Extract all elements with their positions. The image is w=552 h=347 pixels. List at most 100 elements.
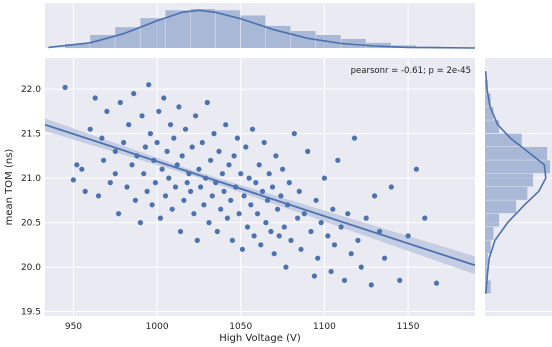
right-marginal-histogram: [485, 80, 550, 294]
scatter-point: [162, 193, 169, 199]
scatter-point: [331, 242, 338, 248]
scatter-point: [238, 171, 244, 177]
right-histogram-bar: [485, 160, 550, 174]
scatter-point: [189, 144, 195, 150]
scatter-point: [286, 180, 292, 186]
scatter-point: [134, 153, 140, 159]
scatter-point: [171, 135, 177, 141]
scatter-point: [216, 148, 222, 154]
scatter-point: [176, 104, 182, 110]
scatter-point: [116, 211, 122, 217]
scatter-point: [256, 162, 262, 168]
scatter-point: [341, 277, 348, 283]
scatter-point: [315, 255, 321, 261]
y-tick-label: 20.5: [21, 219, 41, 229]
regression-confidence-band: [45, 118, 475, 275]
scatter-point: [219, 171, 225, 177]
x-tick-label: 950: [65, 322, 82, 332]
scatter-point: [228, 197, 234, 203]
scatter-point: [239, 246, 245, 252]
scatter-point: [208, 157, 214, 163]
scatter-point: [172, 184, 179, 190]
scatter-point: [206, 220, 212, 226]
scatter-point: [137, 220, 143, 226]
top-histogram-bar: [115, 27, 140, 48]
scatter-point: [204, 99, 210, 106]
scatter-point: [198, 184, 204, 190]
y-axis-ticks: 19.5 20.0 20.5 21.0 21.5 22.0: [21, 85, 41, 317]
x-tick-label: 1050: [229, 322, 252, 332]
scatter-point: [233, 184, 239, 190]
scatter-point: [269, 184, 276, 190]
scatter-point: [433, 280, 440, 286]
scatter-point: [147, 131, 153, 137]
scatter-point: [124, 184, 130, 190]
scatter-point: [92, 95, 98, 101]
scatter-point: [152, 180, 158, 186]
right-histogram-bar: [485, 227, 494, 240]
scatter-point: [191, 211, 197, 217]
scatter-point: [186, 171, 192, 177]
x-tick-label: 1100: [313, 322, 336, 332]
scatter-point: [157, 215, 163, 221]
scatter-point: [248, 202, 254, 208]
scatter-point: [397, 277, 403, 283]
scatter-point: [325, 233, 331, 239]
scatter-point: [181, 197, 187, 203]
scatter-point: [422, 215, 428, 221]
right-histogram-bar: [485, 120, 500, 134]
right-histogram-bar: [485, 93, 491, 107]
scatter-point: [388, 184, 394, 190]
scatter-point: [413, 166, 419, 172]
scatter-point: [169, 206, 175, 212]
scatter-point: [121, 139, 127, 146]
y-tick-label: 21.0: [21, 174, 41, 184]
scatter-point: [223, 122, 229, 128]
scatter-point: [305, 148, 311, 154]
scatter-point: [177, 228, 184, 235]
scatter-point: [221, 188, 227, 194]
y-tick-label: 21.5: [21, 130, 41, 140]
top-histogram-bar: [265, 25, 291, 48]
scatter-point: [321, 175, 327, 181]
right-histogram-bar: [485, 173, 534, 187]
scatter-point: [285, 202, 291, 208]
scatter-point: [311, 273, 317, 279]
scatter-point: [246, 175, 252, 181]
scatter-point: [154, 139, 160, 146]
scatter-point: [101, 157, 107, 163]
regression-line: [44, 123, 476, 267]
scatter-point: [74, 162, 80, 168]
scatter-point: [179, 153, 185, 159]
scatter-point: [141, 171, 147, 177]
right-marginal-kde-group: [484, 71, 547, 294]
scatter-point: [209, 193, 215, 199]
top-histogram-bar: [341, 38, 366, 48]
scatter-point: [199, 139, 205, 146]
scatter-point: [377, 228, 383, 235]
scatter-point: [229, 237, 235, 243]
scatter-point: [254, 211, 261, 217]
y-axis-label: mean TOM (ns): [4, 149, 15, 226]
right-histogram-bar: [485, 146, 548, 160]
scatter-point: [348, 251, 354, 257]
scatter-point: [196, 166, 202, 172]
top-histogram-bar: [190, 9, 216, 48]
scatter-point: [308, 228, 314, 235]
right-histogram-bar: [485, 200, 517, 214]
scatter-point: [261, 139, 267, 146]
scatter-point: [243, 144, 249, 150]
scatter-point: [351, 135, 358, 141]
regression-group: [44, 118, 476, 275]
scatter-point: [283, 264, 289, 270]
scatter-point: [117, 99, 123, 106]
scatter-point: [259, 188, 266, 194]
scatter-point: [95, 193, 102, 199]
scatter-point: [298, 246, 304, 252]
top-marginal-kde: [48, 9, 476, 49]
scatter-point: [335, 157, 341, 163]
pearson-annotation: pearsonr = -0.61; p = 2e-45: [351, 66, 471, 76]
scatter-point: [226, 162, 232, 168]
scatter-point: [79, 166, 85, 172]
scatter-point: [281, 224, 287, 230]
